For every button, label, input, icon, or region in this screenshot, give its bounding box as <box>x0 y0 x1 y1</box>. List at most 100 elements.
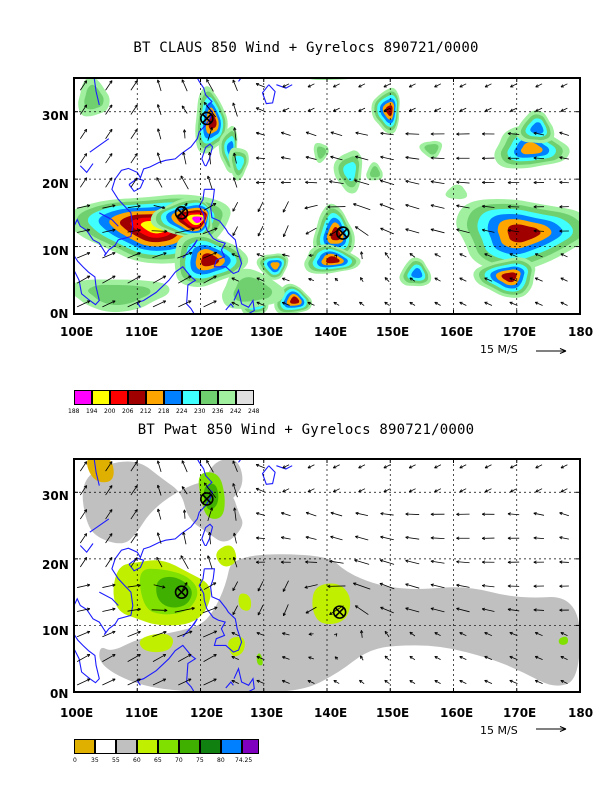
wind-arrow-head <box>358 84 362 88</box>
map-panel-2 <box>73 458 581 732</box>
wind-arrow-head <box>109 80 113 84</box>
wind-arrow-head <box>430 228 434 232</box>
wind-arrow-head <box>434 680 438 684</box>
wind-arrow <box>282 488 290 493</box>
wind-arrow <box>232 102 238 117</box>
wind-arrow-head <box>134 128 138 133</box>
wind-arrow-head <box>379 203 383 207</box>
wind-arrow <box>203 275 217 284</box>
wind-arrow-head <box>280 156 285 160</box>
wind-arrow <box>152 275 166 284</box>
wind-arrow <box>305 156 317 160</box>
wind-arrow <box>157 484 162 496</box>
wind-arrow-head <box>329 180 333 184</box>
wind-arrow-head <box>282 253 286 257</box>
wind-arrow <box>560 301 568 306</box>
wind-arrow-head <box>231 679 235 683</box>
wind-arrow-head <box>405 203 409 208</box>
wind-arrow-head <box>112 630 116 634</box>
wind-arrow <box>434 632 441 637</box>
wind-arrow <box>127 300 141 308</box>
wind-arrow-head <box>232 587 236 592</box>
wind-arrow-head <box>354 226 359 230</box>
wind-arrow <box>304 584 318 589</box>
p2-lon-150e: 150E <box>376 706 410 720</box>
wind-arrow <box>180 175 189 190</box>
colorbar-1-box <box>218 390 236 405</box>
wind-arrow <box>281 680 290 684</box>
wind-arrow <box>130 177 138 188</box>
wind-arrow <box>535 301 543 306</box>
colorbar-2-box <box>242 739 259 754</box>
wind-arrow <box>509 253 518 258</box>
wind-arrow-head <box>510 84 514 88</box>
wind-arrow <box>409 277 416 282</box>
wind-arrow <box>560 253 568 258</box>
wind-arrow-head <box>280 511 285 516</box>
wind-arrow-head <box>430 559 434 564</box>
wind-arrow-head <box>163 252 167 256</box>
wind-arrow-head <box>334 277 339 282</box>
wind-arrow-head <box>434 253 438 257</box>
wind-arrow <box>533 157 545 160</box>
wind-arrow <box>105 557 113 568</box>
wind-arrow-head <box>156 508 161 512</box>
wind-arrow-head <box>83 104 88 108</box>
colorbar-2-label: 60 <box>133 757 141 764</box>
wind-arrow <box>383 107 391 112</box>
gyre-marker-cross <box>202 113 212 124</box>
wind-arrow <box>409 680 416 684</box>
wind-arrow-head <box>359 679 363 684</box>
wind-arrow <box>434 656 441 660</box>
wind-arrow-head <box>305 180 309 185</box>
wind-arrow <box>560 464 568 469</box>
wind-arrow-head <box>280 560 284 564</box>
wind-arrow <box>333 488 340 493</box>
wind-arrow-head <box>481 228 486 232</box>
wind-arrow-head <box>560 489 564 493</box>
wind-arrow-head <box>307 465 311 469</box>
wind-arrow <box>127 229 141 233</box>
wind-arrow <box>330 512 343 517</box>
wind-arrow-head <box>281 277 286 281</box>
wind-arrow <box>533 230 545 232</box>
wind-arrow-head <box>509 253 513 257</box>
wind-arrow-head <box>233 532 237 536</box>
wind-arrow <box>282 580 289 592</box>
wind-arrow <box>305 606 317 614</box>
wind-arrow <box>360 251 363 260</box>
wind-arrow-head <box>213 678 217 682</box>
wind-arrow-head <box>430 512 434 516</box>
colorbar-2-label: 55 <box>112 757 120 764</box>
wind-arrow <box>307 83 315 88</box>
wind-arrow-head <box>156 460 161 464</box>
wind-arrow <box>102 204 116 209</box>
wind-arrow-head <box>484 655 488 659</box>
map-content <box>74 459 580 692</box>
wind-arrow-head <box>282 465 286 469</box>
wind-arrow-head <box>481 560 486 564</box>
wind-arrow-head <box>181 486 185 490</box>
wind-arrow <box>459 301 467 306</box>
wind-arrow-head <box>359 655 364 659</box>
wind-arrow <box>127 631 141 638</box>
wind-arrow <box>355 512 369 516</box>
wind-arrow <box>384 655 390 661</box>
wind-arrow <box>384 301 390 306</box>
wind-arrow <box>330 156 343 161</box>
wind-arrow-head <box>256 301 260 305</box>
wind-arrow-head <box>533 560 537 564</box>
wind-arrow-head <box>255 487 260 491</box>
wind-arrow-head <box>459 632 463 636</box>
wind-arrow <box>560 656 568 661</box>
wind-arrow-head <box>559 511 563 516</box>
wind-arrow <box>380 536 394 541</box>
wind-arrow-head <box>231 277 235 281</box>
wind-arrow <box>157 152 162 164</box>
wind-arrow-head <box>534 301 539 305</box>
wind-arrow <box>79 177 88 188</box>
wind-arrow-head <box>409 680 413 684</box>
wind-arrow-head <box>231 301 235 305</box>
wind-arrow <box>283 225 289 237</box>
colorbar-1-label: 236 <box>212 408 224 415</box>
